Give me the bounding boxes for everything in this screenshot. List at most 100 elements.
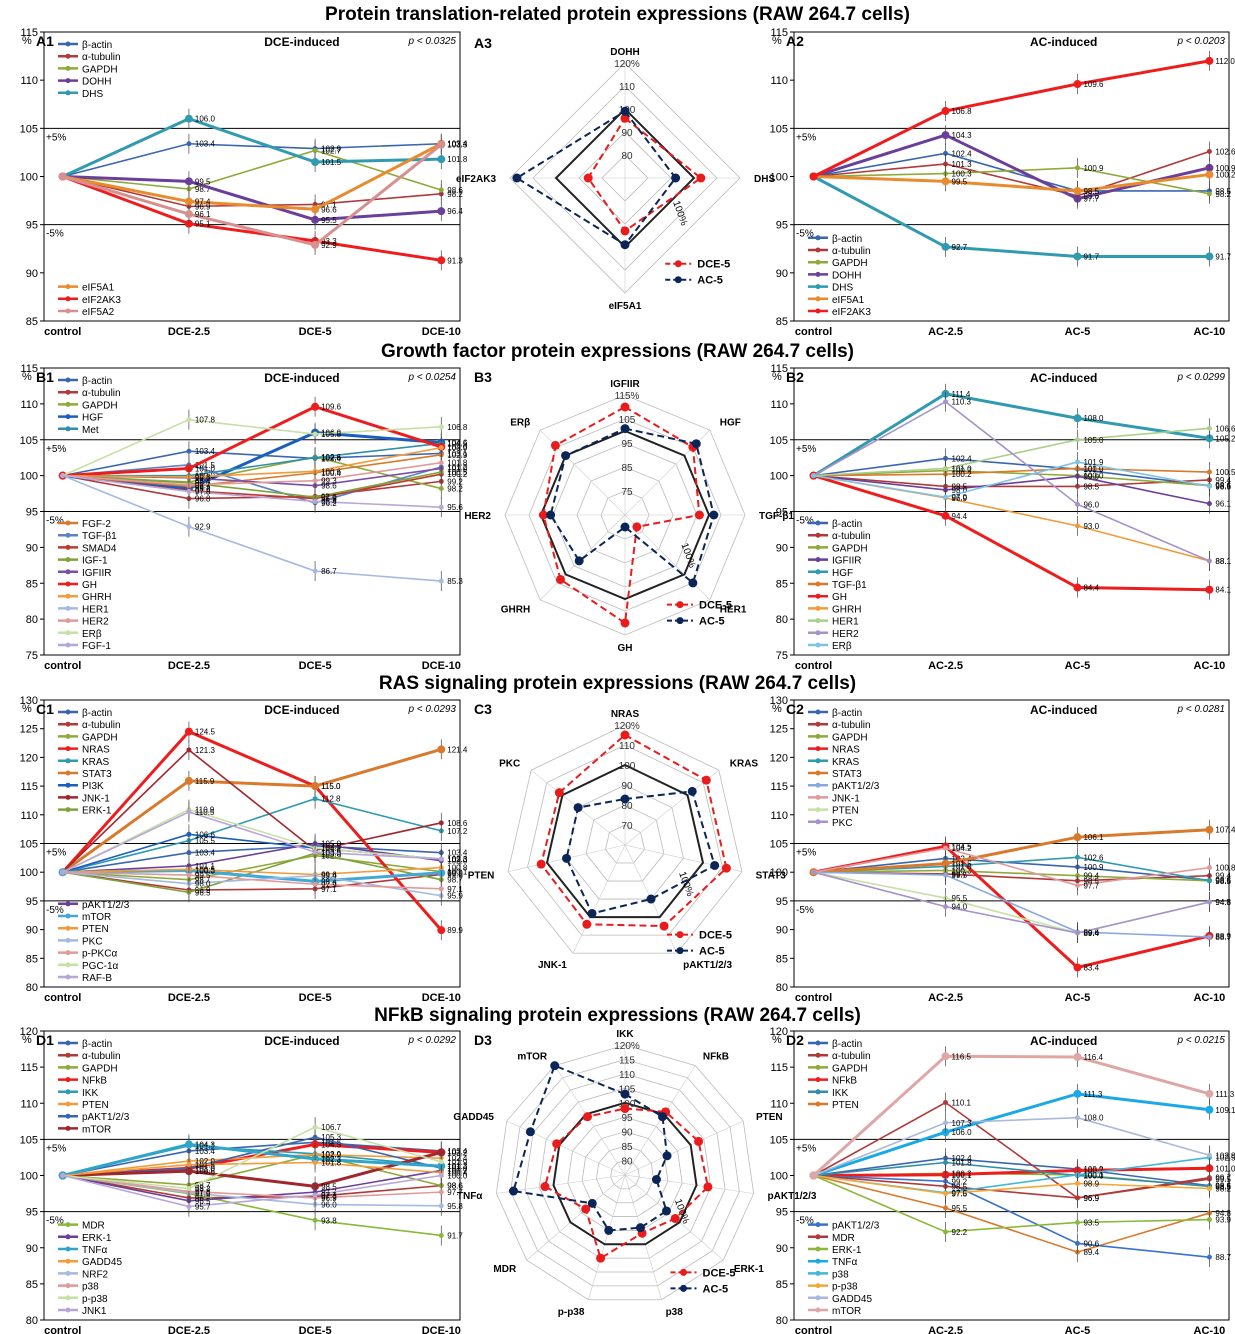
panel-label: B1	[36, 369, 54, 385]
series-line-eIF2AK3	[62, 175, 442, 262]
legend-marker	[815, 1101, 821, 1107]
line-chart-A2: 85 90 95 100 105 110 115% +5% -5% control AC-2.5 AC…	[770, 27, 1235, 338]
legend-marker	[674, 276, 682, 284]
y-tick-label: 75	[776, 650, 788, 662]
data-point	[1073, 1089, 1082, 1098]
y-tick-label: 95	[26, 507, 38, 519]
legend-label: KRAS	[82, 757, 110, 768]
data-label: 102.6	[1215, 147, 1235, 156]
legend-marker	[65, 721, 71, 727]
data-point	[1074, 459, 1080, 465]
legend-label: pAKT1/2/3	[832, 781, 880, 792]
data-label: 110.1	[952, 1099, 972, 1108]
legend-marker	[815, 259, 821, 265]
series-line-β-actin	[813, 457, 1210, 487]
legend-label: GAPDH	[832, 543, 868, 554]
panel-label: D2	[786, 1032, 804, 1048]
data-point	[1073, 414, 1082, 423]
data-label: 98.4	[321, 877, 337, 886]
data-label: 97.7	[1083, 881, 1099, 890]
data-label: 107.3	[952, 1119, 973, 1128]
legend-marker	[815, 1222, 821, 1228]
legend-marker	[65, 807, 71, 813]
series-line-HER1	[62, 474, 442, 582]
legend-label: β-actin	[832, 519, 862, 530]
legend-marker	[815, 247, 821, 253]
data-label: 98.2	[195, 1185, 211, 1194]
data-label: 104.3	[952, 131, 973, 140]
data-point	[1073, 583, 1082, 592]
data-point	[943, 845, 949, 851]
data-label: 83.4	[1083, 963, 1099, 972]
data-point	[943, 1100, 949, 1106]
chart-title: AC-induced	[1030, 1034, 1097, 1048]
legend-marker	[65, 782, 71, 788]
data-point	[312, 498, 318, 504]
radar-grid	[595, 1145, 655, 1204]
legend-label: ERβ	[82, 629, 102, 640]
data-label: 100.2	[1215, 171, 1235, 180]
series-line-TGF-β1	[813, 467, 1210, 477]
data-label: 98.5	[1215, 877, 1231, 886]
data-label: 101.0	[195, 464, 216, 473]
data-point	[312, 1159, 318, 1165]
data-point	[943, 1159, 949, 1165]
y-tick-label: 105	[20, 1134, 38, 1146]
data-label: 110.9	[195, 806, 215, 815]
y-axis-label: %	[772, 1034, 782, 1046]
legend-label: p-p38	[832, 1282, 858, 1293]
legend-marker	[65, 770, 71, 776]
panel-label: A2	[786, 33, 804, 49]
data-point	[438, 445, 444, 451]
legend-marker	[815, 709, 821, 715]
radar-spoke	[624, 1174, 754, 1194]
data-point	[1205, 825, 1214, 834]
legend-label: GH	[832, 592, 847, 603]
reference-label: -5%	[46, 229, 64, 240]
radar-point	[525, 1127, 535, 1137]
data-label: 106.0	[195, 115, 216, 124]
data-label: 100.5	[1215, 468, 1235, 477]
legend-marker	[815, 520, 821, 526]
data-label: 97.3	[321, 1191, 337, 1200]
radar-tick-label: 85	[621, 1142, 633, 1153]
legend-label: p38	[82, 1282, 99, 1293]
data-point	[1205, 1089, 1214, 1098]
legend-marker	[815, 1077, 821, 1083]
data-point	[943, 872, 949, 878]
legend-marker	[65, 1258, 71, 1264]
data-point	[438, 886, 444, 892]
legend-label: STAT3	[82, 769, 112, 780]
data-label: 98.7	[195, 876, 211, 885]
reference-label: +5%	[46, 444, 66, 455]
data-label: 102.5	[321, 454, 342, 463]
data-label: 105.0	[1083, 436, 1104, 445]
legend-marker	[65, 925, 71, 931]
series-line-KRAS	[62, 797, 442, 873]
data-label: 97.7	[447, 1188, 463, 1197]
legend-label: NFkB	[82, 1076, 107, 1087]
radar-tick-label: 70	[621, 821, 633, 832]
data-label: 101.8	[321, 1158, 342, 1167]
legend-label: ERK-1	[832, 1245, 862, 1256]
line-chart-D2: 80 85 90 95 100 105 110 115 120% +5% -5% control AC-…	[770, 1026, 1235, 1334]
plot-frame	[43, 1030, 461, 1321]
data-label: 99.2	[952, 1177, 968, 1186]
legend-label: KRAS	[832, 757, 860, 768]
series-line-GAPDH	[62, 854, 442, 881]
data-label: 102.9	[447, 451, 468, 460]
radar-axis-label: pAKT1/2/3	[768, 1191, 817, 1202]
legend-label: p-PKCα	[82, 949, 117, 960]
data-label: 97.9	[195, 487, 211, 496]
radar-point	[573, 803, 583, 813]
legend-label: DOHH	[82, 77, 111, 88]
data-point	[1074, 437, 1080, 443]
data-point	[1074, 1219, 1080, 1225]
legend-marker	[65, 1077, 71, 1083]
section-title-nfkb: NFkB signaling protein expressions (RAW …	[374, 1005, 861, 1026]
radar-point	[671, 173, 681, 183]
data-label: 99.5	[952, 177, 968, 186]
data-point	[437, 207, 446, 216]
legend-label: PI3K	[82, 781, 104, 792]
x-tick-label: AC-2.5	[928, 326, 963, 338]
